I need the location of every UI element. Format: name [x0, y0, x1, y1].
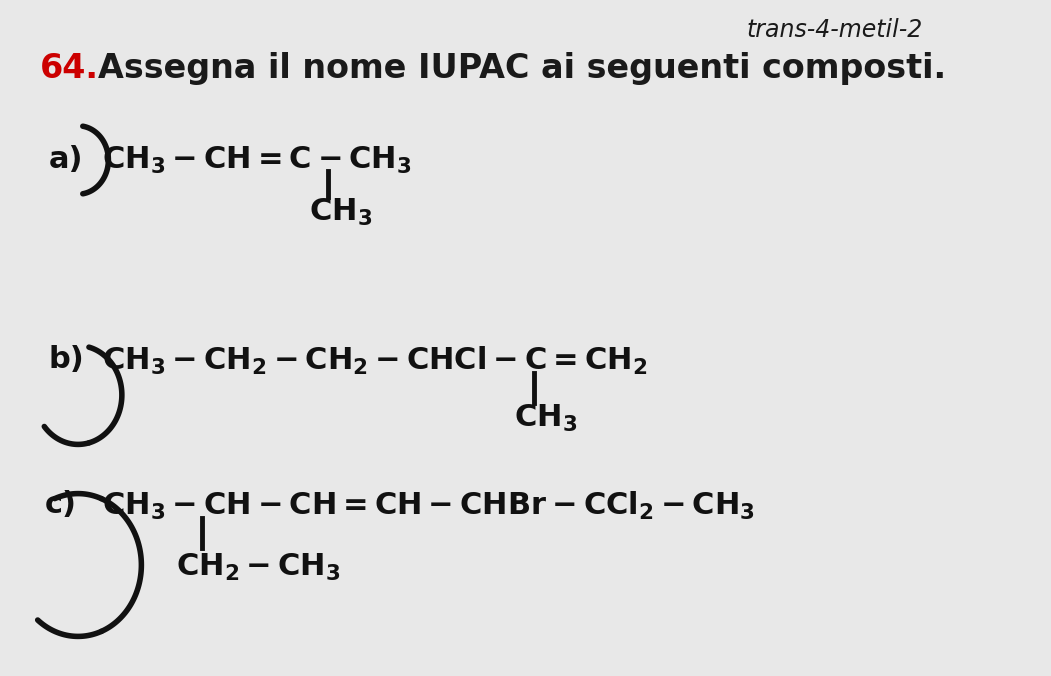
- Text: 64.: 64.: [40, 52, 99, 85]
- Text: a): a): [48, 145, 83, 174]
- Text: Assegna il nome IUPAC ai seguenti composti.: Assegna il nome IUPAC ai seguenti compos…: [98, 52, 946, 85]
- Text: c): c): [44, 490, 77, 519]
- Text: trans-4-metil-2: trans-4-metil-2: [746, 18, 923, 42]
- Text: $\mathbf{CH_2-CH_3}$: $\mathbf{CH_2-CH_3}$: [176, 552, 341, 583]
- Text: $\mathbf{CH_3}$: $\mathbf{CH_3}$: [514, 403, 578, 434]
- Text: $\mathbf{CH_3-CH_2-CH_2-CHCl-C=CH_2}$: $\mathbf{CH_3-CH_2-CH_2-CHCl-C=CH_2}$: [102, 345, 647, 377]
- Text: $\mathbf{CH_3-CH-CH=CH-CHBr-CCl_2-CH_3}$: $\mathbf{CH_3-CH-CH=CH-CHBr-CCl_2-CH_3}$: [102, 490, 755, 522]
- Text: b): b): [48, 345, 84, 374]
- Text: $\mathbf{CH_3-CH=C-CH_3}$: $\mathbf{CH_3-CH=C-CH_3}$: [102, 145, 412, 176]
- Text: $\mathbf{CH_3}$: $\mathbf{CH_3}$: [309, 197, 372, 228]
